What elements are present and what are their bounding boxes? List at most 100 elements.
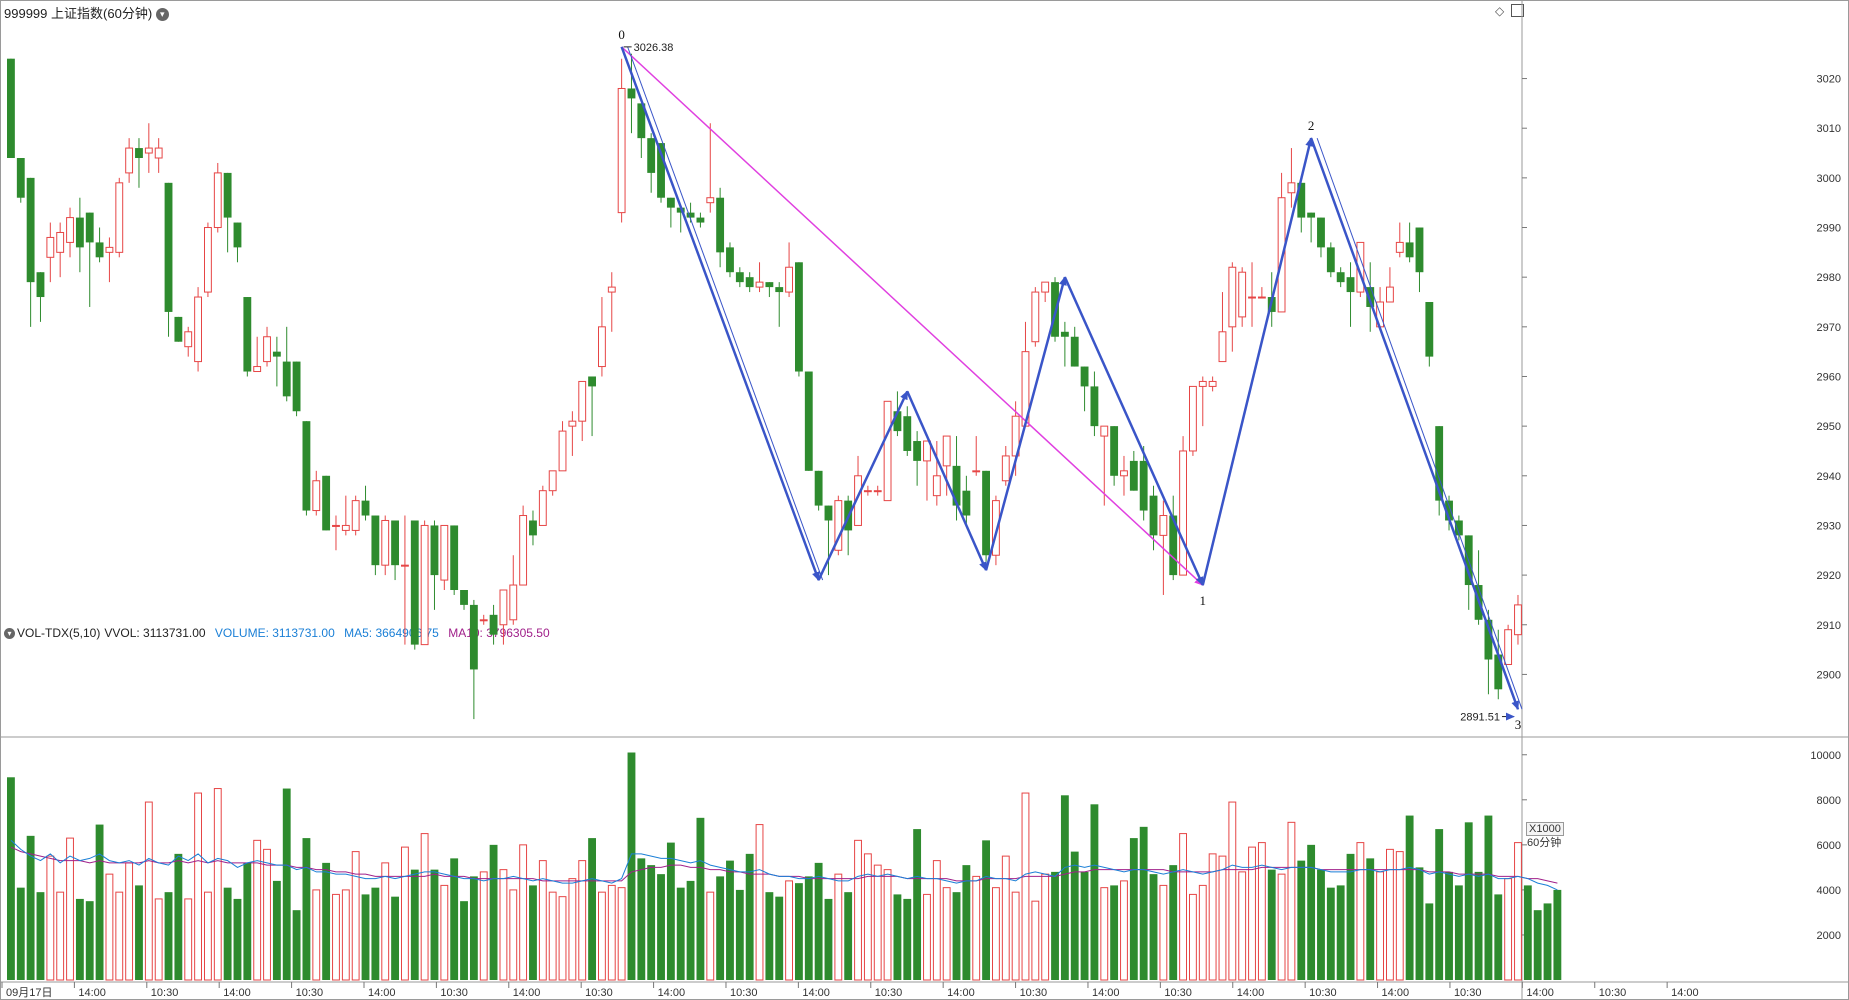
volume-bar-up	[972, 875, 981, 981]
candle-body-up	[194, 296, 202, 363]
time-tick-label: 14:00	[1237, 987, 1265, 999]
volume-bar-up	[785, 880, 794, 981]
volume-bar-up	[1356, 842, 1365, 981]
candle	[66, 207, 74, 258]
volume-bar-down	[1060, 795, 1069, 980]
volume-bar-down	[16, 887, 25, 980]
candle-body-up	[1395, 241, 1404, 253]
candle-body-down	[1494, 654, 1503, 690]
price-tick-label: 3020	[1817, 74, 1841, 86]
candle	[1129, 450, 1138, 491]
volume-bar-down	[469, 876, 478, 980]
candle	[972, 436, 981, 476]
candle-body-down	[292, 361, 301, 412]
candle-body-up	[401, 564, 409, 567]
candle-body-up	[598, 326, 606, 368]
candle	[56, 222, 65, 278]
candle	[46, 222, 55, 283]
volume-bar-down	[529, 885, 537, 980]
candle-body-up	[509, 584, 518, 621]
candle	[745, 272, 754, 293]
candle-body-down	[469, 604, 478, 670]
panel-toggle-icon[interactable]	[1511, 4, 1524, 17]
candle	[1090, 371, 1099, 437]
candle	[85, 212, 94, 307]
candle	[1169, 495, 1178, 581]
volume-bar-down	[450, 858, 459, 980]
volume-bar-up	[1395, 851, 1404, 981]
dropdown-icon[interactable]: ▾	[155, 8, 169, 22]
volume-bar-down	[913, 829, 922, 980]
period-label: (60分钟)	[103, 6, 153, 21]
candle-body-up	[607, 286, 616, 293]
candle	[371, 515, 380, 576]
candle-body-down	[7, 58, 15, 159]
candle	[942, 435, 951, 496]
volume-bar-up	[854, 839, 862, 981]
volume-bar-up	[863, 853, 872, 981]
time-tick-label: 10:30	[1309, 987, 1337, 999]
time-tick-label: 10:30	[730, 987, 758, 999]
diamond-icon[interactable]: ◇	[1495, 4, 1505, 18]
candle	[1120, 455, 1128, 496]
candle-body-up	[942, 435, 951, 467]
volume-bar-down	[1149, 874, 1158, 980]
candle	[1494, 629, 1503, 700]
candle-body-up	[1228, 266, 1237, 328]
candle-body-down	[1484, 619, 1493, 660]
collapse-icon[interactable]: ▾	[4, 628, 15, 640]
price-tick-label: 3000	[1817, 173, 1841, 185]
volume-bar-down	[686, 880, 695, 980]
candle-body-up	[213, 172, 222, 229]
volume-bar-up	[942, 887, 951, 981]
candle-body-down	[696, 217, 705, 223]
candle-body-down	[795, 262, 803, 372]
candle-body-up	[381, 519, 390, 566]
candle	[1110, 426, 1119, 486]
candle	[430, 520, 439, 610]
candle	[1307, 212, 1316, 243]
volume-bar-down	[647, 865, 656, 980]
candle	[460, 590, 468, 610]
volume-bar-down	[637, 858, 646, 980]
volume-bar-down	[1070, 851, 1079, 980]
candle	[243, 297, 252, 377]
candle	[1277, 172, 1286, 313]
candle	[135, 138, 143, 188]
chart-header: 999999 上证指数(60分钟) ▾	[4, 3, 169, 22]
candle-body-down	[410, 520, 419, 645]
candle	[1189, 385, 1197, 456]
volume-bar-down	[292, 910, 301, 980]
period-switch[interactable]: 60分钟	[1527, 837, 1562, 849]
candle-body-down	[1169, 515, 1178, 576]
candle	[95, 227, 104, 263]
volume-bar-down	[1445, 871, 1453, 980]
volume-bar-down	[1326, 887, 1335, 980]
candle-body-down	[913, 441, 922, 461]
candle-body-up	[46, 236, 55, 258]
volume-bar-down	[135, 885, 143, 980]
candle	[1198, 376, 1207, 427]
candle-body-down	[75, 217, 84, 248]
volume-bar-down	[489, 844, 498, 980]
volume-bar-up	[1198, 884, 1207, 981]
candle-body-down	[686, 212, 695, 218]
candle-body-down	[1445, 500, 1453, 521]
volume-bar-up	[1376, 871, 1385, 981]
candle	[588, 376, 596, 437]
candle-body-up	[1248, 296, 1256, 299]
candle	[263, 326, 271, 367]
candle-body-down	[1346, 277, 1355, 293]
volume-bar-up	[401, 846, 409, 981]
volume-bar-down	[1346, 853, 1355, 980]
candle	[499, 589, 508, 645]
volume-bar-up	[253, 839, 262, 981]
candle	[735, 267, 744, 288]
candle	[233, 222, 242, 263]
volume-bar-down	[1129, 838, 1138, 980]
candle	[538, 485, 547, 526]
candle-body-down	[1090, 386, 1099, 427]
candle	[568, 411, 577, 456]
volume-bar-up	[440, 884, 449, 981]
volume-bar-down	[804, 876, 813, 980]
